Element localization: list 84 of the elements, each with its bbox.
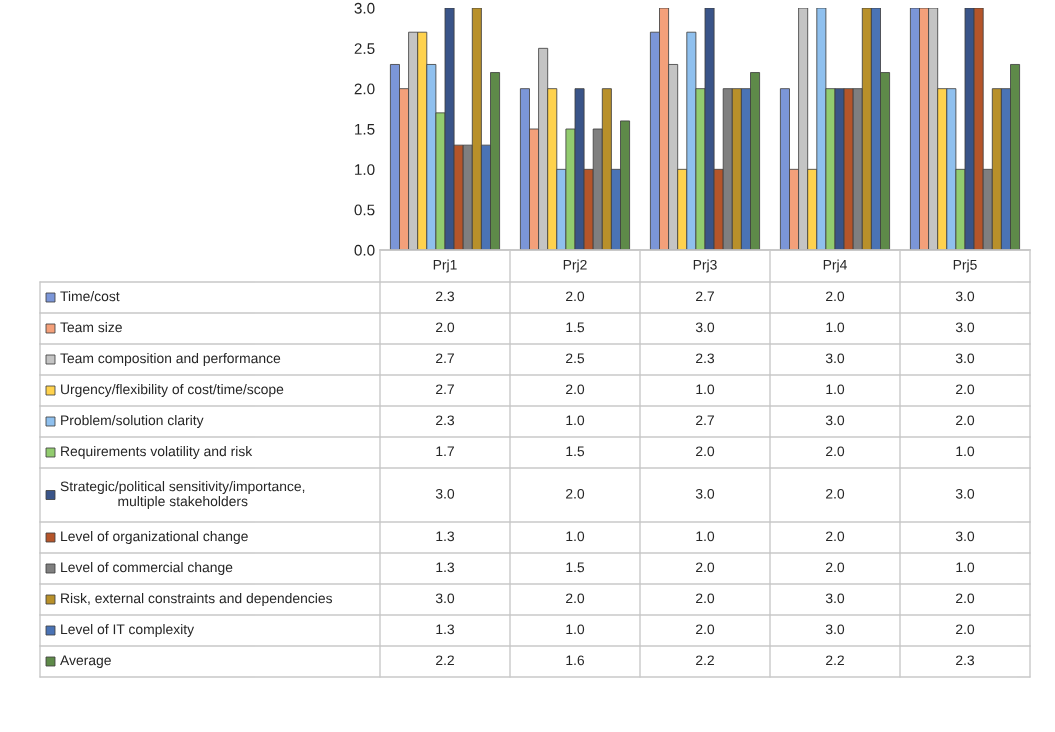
data-label: 1.5 [566, 322, 585, 333]
legend-label: Average [60, 655, 111, 668]
data-label: 3.0 [955, 291, 975, 302]
legend-label: Team size [60, 322, 122, 333]
data-label: 2.0 [826, 562, 845, 573]
data-label: 2.2 [436, 655, 454, 666]
data-label: 1.7 [436, 446, 454, 457]
data-label: 3.0 [825, 593, 845, 604]
data-label: 2.3 [436, 415, 455, 426]
data-label: 2.0 [956, 593, 975, 604]
data-label: 2.0 [696, 446, 715, 457]
legend-label: Urgency/flexibility of cost/time/scope [61, 384, 284, 397]
legend-label: Level of commercial change [61, 562, 233, 575]
data-label: 3.0 [955, 488, 975, 499]
data-label: 1.0 [566, 531, 585, 542]
data-label: 2.3 [696, 353, 715, 364]
legend-label: Time/cost [60, 291, 120, 302]
data-label: 2.2 [826, 655, 844, 666]
data-label: 1.0 [566, 624, 585, 635]
data-label: 3.0 [825, 415, 845, 426]
y-tick-label: 2.0 [354, 83, 375, 95]
data-label: 2.0 [956, 384, 975, 395]
data-label: 2.7 [436, 353, 454, 364]
data-label: 2.0 [956, 415, 975, 426]
data-label: 2.0 [826, 446, 845, 457]
data-label: 2.0 [826, 488, 845, 499]
data-label: 2.3 [956, 655, 975, 666]
data-label: 1.0 [956, 446, 975, 457]
data-label: 2.7 [436, 384, 454, 395]
legend-label: Strategic/political sensitivity/importance, multiple stakeholders [60, 481, 305, 509]
data-label: 3.0 [955, 531, 975, 542]
data-label: 2.0 [826, 531, 845, 542]
data-label: 3.0 [825, 624, 845, 635]
data-label: 2.0 [566, 291, 585, 302]
x-tick-label: Prj1 [433, 259, 457, 273]
data-label: 2.0 [826, 291, 845, 302]
data-label: 1.0 [696, 531, 715, 542]
data-label: 2.0 [696, 624, 715, 635]
x-tick-label: Prj5 [953, 259, 977, 273]
data-label: 2.0 [696, 593, 715, 604]
data-label: 1.3 [436, 562, 455, 573]
y-tick-label: 2.5 [354, 43, 375, 55]
data-label: 1.0 [566, 415, 585, 426]
y-tick-label: 0.5 [354, 204, 375, 216]
data-label: 3.0 [695, 488, 715, 499]
data-label: 2.3 [436, 291, 455, 302]
data-label: 2.0 [696, 562, 715, 573]
data-label: 2.2 [696, 655, 714, 666]
legend-label: Team composition and performance [60, 353, 281, 366]
data-label: 2.0 [566, 488, 585, 499]
x-tick-label: Prj3 [693, 259, 717, 273]
data-label: 1.0 [956, 562, 975, 573]
data-label: 2.7 [696, 415, 714, 426]
y-tick-label: 1.0 [355, 164, 375, 176]
data-label: 1.0 [826, 384, 845, 395]
data-label: 3.0 [955, 353, 975, 364]
legend-label: Risk, external constraints and dependencies [61, 593, 333, 606]
data-label: 3.0 [825, 353, 845, 364]
legend-label: Requirements volatility and risk [61, 446, 253, 459]
y-tick-label: 1.5 [355, 124, 375, 135]
data-label: 3.0 [435, 593, 455, 604]
legend-label: Level of IT complexity [61, 624, 195, 637]
data-label: 3.0 [435, 488, 455, 499]
data-label: 2.0 [566, 384, 585, 395]
data-label: 3.0 [695, 322, 715, 333]
y-tick-label: 0.0 [354, 244, 375, 256]
data-label: 1.6 [566, 655, 585, 666]
data-label: 1.3 [436, 531, 455, 542]
legend-label: Problem/solution clarity [61, 415, 204, 428]
data-label: 1.0 [696, 384, 715, 395]
data-label: 1.5 [566, 562, 585, 573]
data-label: 1.3 [436, 624, 455, 635]
x-tick-label: Prj2 [563, 259, 587, 273]
legend-label: Level of organizational change [61, 531, 248, 544]
data-label: 1.0 [826, 322, 845, 333]
data-label: 2.5 [566, 353, 585, 364]
data-label: 3.0 [955, 322, 975, 333]
data-label: 1.5 [566, 446, 585, 457]
data-label: 2.0 [956, 624, 975, 635]
x-tick-label: Prj4 [823, 259, 847, 273]
data-label: 2.0 [566, 593, 585, 604]
data-label: 2.0 [436, 322, 455, 333]
data-label: 2.7 [696, 291, 714, 302]
y-tick-label: 3.0 [354, 2, 375, 14]
